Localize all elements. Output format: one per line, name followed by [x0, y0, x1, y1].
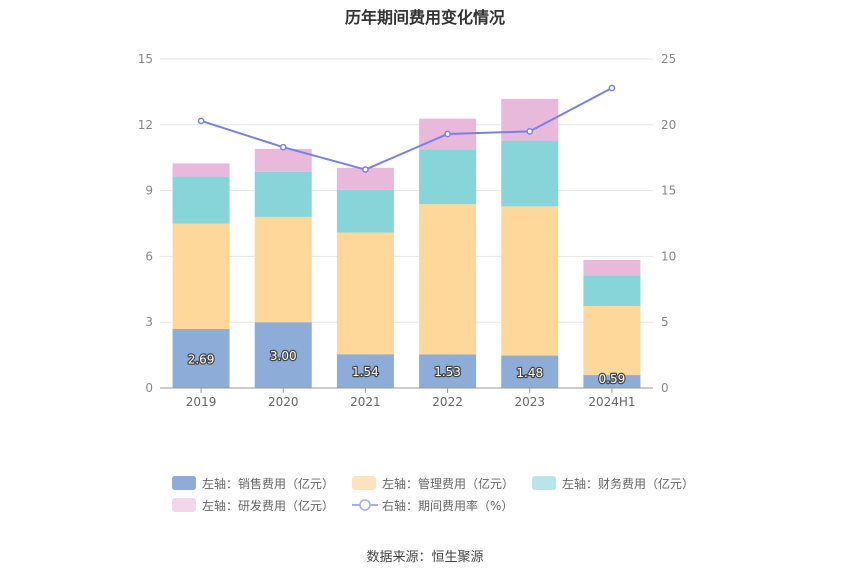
bar-segment-1-2023 — [501, 206, 559, 356]
bar-segment-0-2022 — [419, 354, 477, 388]
bar-segment-2-2024H1 — [583, 275, 641, 306]
grid-lines — [160, 58, 653, 323]
legend-label-admin: 左轴：管理费用（亿元） — [382, 476, 515, 491]
bar-segment-2-2022 — [419, 149, 477, 205]
rate-point — [279, 143, 287, 151]
bar-segment-3-2019 — [172, 163, 230, 177]
left-tick-label: 0 — [145, 381, 153, 395]
rate-line — [197, 84, 616, 173]
left-tick-label: 6 — [145, 249, 153, 263]
left-axis: 0 3 6 9 12 15 — [138, 52, 153, 395]
legend-label-finance: 左轴：财务费用（亿元） — [562, 476, 695, 491]
rate-point — [362, 166, 369, 173]
bar-value-label: 0.59 — [599, 372, 626, 386]
legend-swatch-admin — [352, 476, 377, 490]
right-axis: 0 5 10 15 20 25 — [661, 52, 676, 395]
bar-value-label: 3.00 — [270, 349, 297, 363]
bar-segment-1-2024H1 — [583, 305, 641, 376]
bar-segment-0-2020 — [254, 322, 312, 388]
right-tick-label: 10 — [661, 249, 676, 263]
legend-swatch-finance — [532, 476, 557, 490]
legend: 左轴：销售费用（亿元） 左轴：管理费用（亿元） 左轴：财务费用（亿元） 左轴：研… — [172, 472, 732, 516]
right-tick-label: 25 — [661, 52, 676, 66]
bar-segment-3-2021 — [336, 167, 394, 190]
rate-point — [197, 117, 205, 125]
bar-segment-1-2019 — [172, 223, 230, 329]
legend-swatch-rnd — [172, 498, 196, 512]
left-tick-label: 3 — [145, 315, 153, 329]
rate-line-path — [200, 87, 613, 171]
legend-item-rate[interactable]: 右轴：期间费用率（%） — [352, 497, 513, 514]
rate-point — [444, 130, 451, 138]
rate-point — [526, 128, 534, 135]
legend-label-sales: 左轴：销售费用（亿元） — [202, 476, 335, 491]
bar-segment-1-2022 — [419, 204, 477, 355]
legend-item-admin[interactable]: 左轴：管理费用（亿元） — [352, 475, 514, 492]
legend-line-icon — [352, 499, 379, 511]
legend-item-rnd[interactable]: 左轴：研发费用（亿元） — [172, 497, 334, 514]
bar-segment-3-2020 — [254, 148, 312, 172]
bar-segment-2-2023 — [501, 140, 559, 207]
rate-point — [608, 84, 616, 92]
right-tick-label: 0 — [661, 381, 669, 395]
bar-value-label: 2.69 — [188, 352, 215, 366]
bar-segment-0-2021 — [336, 354, 394, 388]
bar-segment-2-2020 — [254, 171, 312, 217]
bar-segment-2-2021 — [336, 189, 394, 233]
bar-segment-3-2024H1 — [583, 259, 641, 276]
bar-segment-1-2021 — [336, 232, 394, 355]
bar-segment-1-2020 — [254, 216, 312, 323]
bar-segment-2-2019 — [172, 176, 230, 224]
legend-row-2: 左轴：研发费用（亿元） 右轴：期间费用率（%） — [172, 494, 732, 516]
bar-segment-0-2019 — [172, 328, 230, 388]
legend-item-finance[interactable]: 左轴：财务费用（亿元） — [532, 475, 694, 492]
legend-label-rnd: 左轴：研发费用（亿元） — [202, 498, 335, 513]
right-tick-label: 15 — [661, 184, 676, 198]
bar-value-label: 1.53 — [434, 365, 461, 379]
x-tick-label: 2019 — [186, 395, 217, 409]
x-tick-label: 2024H1 — [588, 395, 635, 409]
bar-segment-0-2023 — [501, 355, 559, 388]
bar-value-label: 1.48 — [516, 366, 543, 380]
left-tick-label: 15 — [138, 52, 153, 66]
legend-item-sales[interactable]: 左轴：销售费用（亿元） — [172, 475, 334, 492]
x-tick-label: 2023 — [514, 395, 545, 409]
legend-row-1: 左轴：销售费用（亿元） 左轴：管理费用（亿元） 左轴：财务费用（亿元） — [172, 472, 732, 494]
bar-segment-0-2024H1 — [583, 375, 641, 388]
bar-value-label: 1.54 — [352, 365, 379, 379]
right-tick-label: 5 — [661, 315, 669, 329]
chart-title: 历年期间费用变化情况 — [344, 8, 505, 27]
x-tick-label: 2021 — [350, 395, 381, 409]
legend-label-rate: 右轴：期间费用率（%） — [382, 498, 514, 513]
left-tick-label: 12 — [138, 118, 153, 132]
x-axis: 2019 2020 2021 2022 2023 2024H1 — [160, 387, 653, 409]
source-note: 数据来源：恒生聚源 — [366, 550, 484, 565]
legend-swatch-sales — [172, 476, 196, 490]
left-tick-label: 9 — [145, 184, 153, 198]
right-tick-label: 20 — [661, 118, 676, 132]
x-tick-label: 2022 — [432, 395, 463, 409]
x-tick-label: 2020 — [268, 395, 299, 409]
data-labels: 2.69 3.00 1.54 1.53 1.48 0.59 — [187, 348, 627, 387]
bars — [172, 98, 641, 388]
